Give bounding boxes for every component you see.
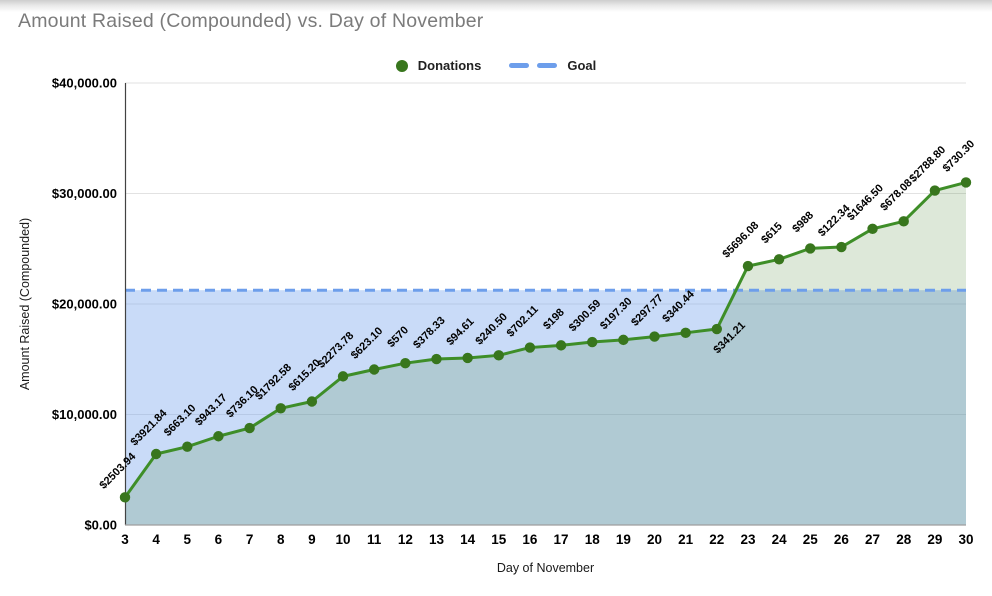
- point-label: $678.08: [878, 177, 915, 214]
- x-tick-label: 14: [460, 532, 476, 547]
- x-tick-label: 27: [865, 532, 880, 547]
- data-point: [836, 241, 847, 253]
- x-tick-label: 11: [367, 532, 382, 547]
- data-point: [244, 422, 255, 434]
- y-tick-label: $30,000.00: [52, 186, 117, 201]
- x-tick-label: 9: [308, 532, 316, 547]
- x-tick-label: 19: [616, 532, 631, 547]
- x-tick-label: 24: [772, 532, 788, 547]
- data-point: [368, 364, 380, 375]
- data-point: [337, 371, 349, 382]
- x-tick-label: 13: [429, 532, 445, 547]
- data-point: [306, 396, 318, 407]
- x-tick-label: 30: [958, 532, 973, 547]
- y-axis-title: Amount Raised (Compounded): [18, 217, 32, 391]
- point-label: $122.34: [816, 202, 853, 239]
- legend-item-donations: Donations: [395, 58, 482, 73]
- data-point: [431, 353, 442, 365]
- point-label: $988: [790, 209, 816, 235]
- point-label: $730.30: [941, 138, 978, 175]
- data-point: [400, 357, 411, 369]
- y-tick-label: $0.00: [84, 518, 117, 533]
- legend-item-goal: Goal: [509, 58, 596, 73]
- data-point: [462, 352, 473, 364]
- x-tick-label: 6: [215, 532, 223, 547]
- data-point: [119, 492, 131, 503]
- goal-area-fill: [125, 290, 966, 525]
- x-tick-label: 29: [927, 532, 942, 547]
- x-tick-label: 15: [491, 532, 507, 547]
- data-point: [150, 448, 162, 460]
- x-tick-label: 17: [554, 532, 569, 547]
- legend-label-goal: Goal: [567, 58, 597, 73]
- data-point: [618, 334, 629, 346]
- donations-series-icon: [395, 59, 408, 72]
- x-axis-title: Day of November: [496, 561, 595, 575]
- y-tick-label: $10,000.00: [52, 407, 117, 422]
- data-point: [275, 403, 286, 414]
- x-tick-label: 4: [152, 532, 160, 547]
- x-tick-label: 5: [184, 532, 192, 547]
- data-point: [742, 260, 754, 272]
- goal-dash-icon: [537, 63, 558, 68]
- data-point: [711, 323, 723, 335]
- data-point: [587, 336, 598, 348]
- x-tick-label: 7: [246, 532, 254, 547]
- point-label: $615: [759, 220, 785, 246]
- x-tick-label: 22: [709, 532, 724, 547]
- x-tick-label: 26: [834, 532, 850, 547]
- data-point: [773, 254, 785, 265]
- x-tick-label: 8: [277, 532, 285, 547]
- x-tick-label: 12: [398, 532, 413, 547]
- x-tick-label: 16: [522, 532, 538, 547]
- chart-title: Amount Raised (Compounded) vs. Day of No…: [18, 10, 484, 32]
- data-point: [493, 350, 504, 361]
- x-tick-label: 21: [678, 532, 694, 547]
- data-point: [213, 431, 224, 442]
- x-tick-label: 28: [896, 532, 912, 547]
- goal-dash-icon: [509, 63, 530, 68]
- data-point: [805, 243, 816, 254]
- donations-line: [123, 180, 968, 499]
- y-tick-label: $40,000.00: [52, 76, 117, 91]
- x-tick-label: 10: [336, 532, 351, 547]
- x-tick-label: 23: [740, 532, 756, 547]
- top-gradient-band: [0, 0, 992, 12]
- data-point: [898, 216, 909, 227]
- data-point: [649, 331, 660, 342]
- data-point: [929, 185, 941, 196]
- x-tick-label: 3: [121, 532, 129, 547]
- point-label: $5696.08: [720, 220, 761, 261]
- x-tick-label: 18: [585, 532, 601, 547]
- data-point: [182, 441, 193, 452]
- data-point: [524, 342, 536, 353]
- data-point: [960, 177, 972, 188]
- y-tick-label: $20,000.00: [52, 297, 117, 312]
- x-tick-label: 20: [647, 532, 662, 547]
- legend: Donations Goal: [0, 58, 992, 73]
- legend-label-donations: Donations: [417, 58, 482, 73]
- data-point: [867, 223, 878, 235]
- chart-canvas: $2503.94$3921.84$663.10$943.17$736.10$17…: [52, 76, 977, 548]
- donations-area-fill: [125, 182, 966, 525]
- data-point: [555, 340, 567, 351]
- goal-series-icon: [509, 63, 558, 68]
- x-tick-label: 25: [803, 532, 819, 547]
- data-point: [680, 327, 691, 339]
